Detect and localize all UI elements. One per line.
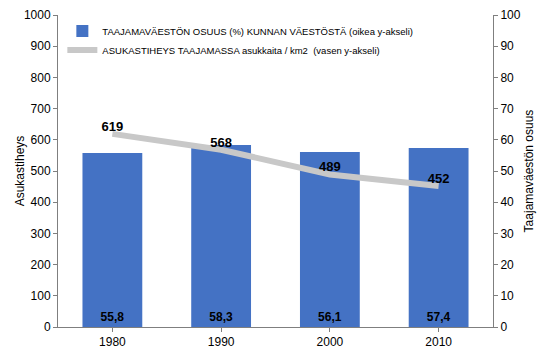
svg-text:0: 0 (44, 320, 51, 334)
svg-text:500: 500 (31, 164, 51, 178)
svg-text:50: 50 (500, 164, 514, 178)
svg-text:Asukastiheys: Asukastiheys (13, 136, 27, 207)
svg-text:800: 800 (31, 71, 51, 85)
svg-text:58,3: 58,3 (209, 310, 233, 324)
svg-text:20: 20 (500, 258, 514, 272)
svg-text:900: 900 (31, 39, 51, 53)
svg-text:100: 100 (31, 289, 51, 303)
svg-text:90: 90 (500, 39, 514, 53)
svg-text:0: 0 (500, 320, 507, 334)
svg-text:1990: 1990 (208, 335, 235, 349)
svg-text:489: 489 (319, 159, 341, 174)
svg-text:56,1: 56,1 (318, 310, 342, 324)
svg-text:10: 10 (500, 289, 514, 303)
svg-text:Taajamaväestön osuus: Taajamaväestön osuus (522, 110, 536, 233)
svg-text:ASUKASTIHEYS TAAJAMASSA asukka: ASUKASTIHEYS TAAJAMASSA asukkaita / km2 … (102, 45, 379, 56)
svg-text:80: 80 (500, 71, 514, 85)
svg-text:700: 700 (31, 102, 51, 116)
svg-text:100: 100 (500, 8, 520, 22)
svg-text:300: 300 (31, 227, 51, 241)
svg-text:40: 40 (500, 195, 514, 209)
svg-text:TAAJAMAVÄESTÖN OSUUS (%) KUNNA: TAAJAMAVÄESTÖN OSUUS (%) KUNNAN VÄESTÖST… (102, 26, 413, 37)
svg-text:600: 600 (31, 133, 51, 147)
svg-text:55,8: 55,8 (101, 310, 125, 324)
svg-text:30: 30 (500, 227, 514, 241)
svg-text:452: 452 (428, 171, 450, 186)
svg-text:57,4: 57,4 (427, 310, 451, 324)
svg-text:568: 568 (210, 135, 232, 150)
svg-text:60: 60 (500, 133, 514, 147)
svg-text:2010: 2010 (425, 335, 452, 349)
svg-text:2000: 2000 (317, 335, 344, 349)
svg-text:400: 400 (31, 195, 51, 209)
svg-text:70: 70 (500, 102, 514, 116)
svg-text:619: 619 (102, 119, 124, 134)
svg-text:1000: 1000 (24, 8, 51, 22)
svg-text:1980: 1980 (99, 335, 126, 349)
svg-text:200: 200 (31, 258, 51, 272)
